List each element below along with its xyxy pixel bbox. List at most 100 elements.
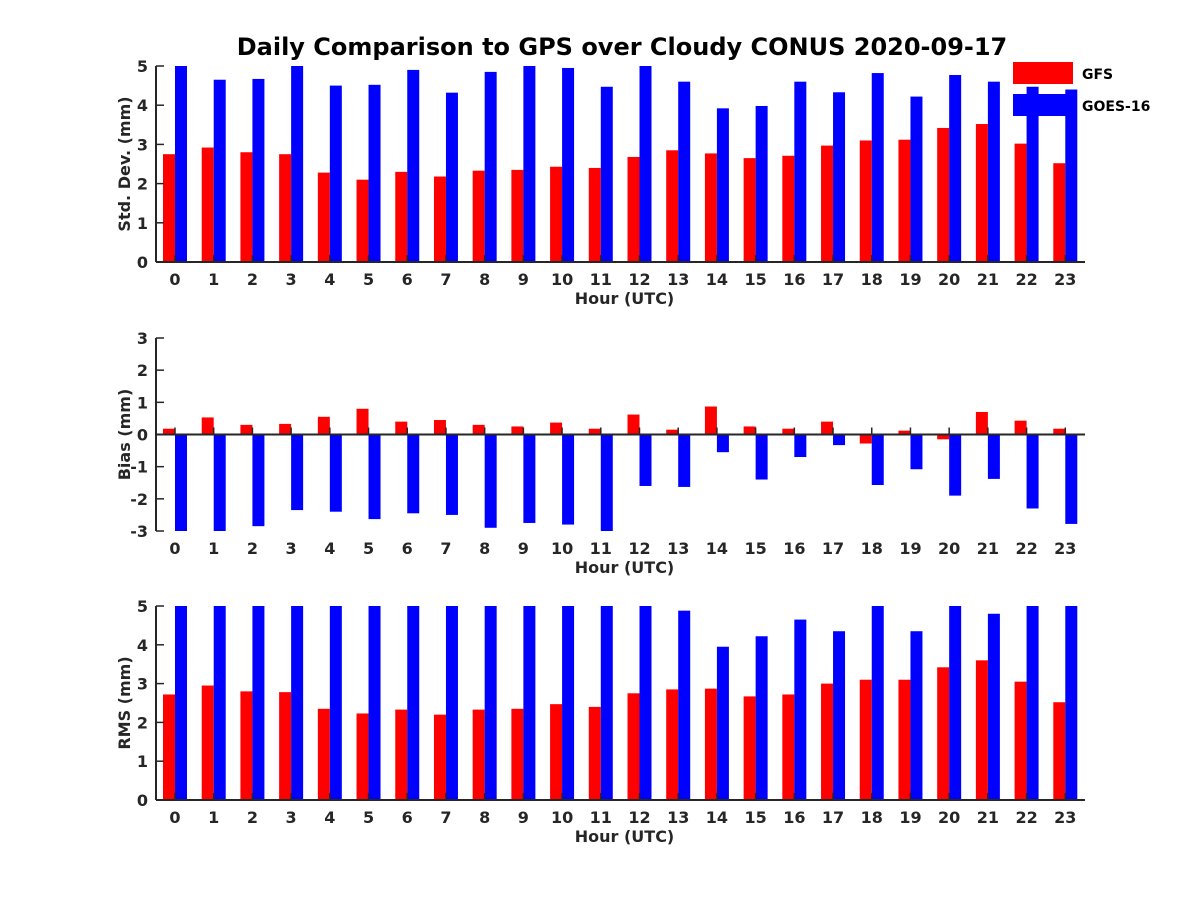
x-axis-label: Hour (UTC) [575,827,675,846]
bar-goes-16-11 [600,606,613,800]
bar-goes-16-16 [794,619,807,800]
bar-gfs-19 [898,139,911,262]
bar-gfs-2 [240,424,253,435]
bar-goes-16-16 [794,81,807,263]
x-tick-label: 18 [861,270,883,289]
bar-gfs-23 [1053,702,1066,800]
bar-gfs-17 [821,421,834,435]
x-tick-label: 15 [744,270,766,289]
bar-goes-16-23 [1065,434,1078,524]
y-tick-label: 0 [137,253,148,272]
bar-gfs-13 [666,150,679,262]
bar-gfs-22 [1014,143,1027,262]
bar-goes-16-12 [639,434,652,486]
x-tick-label: 1 [208,270,219,289]
legend-swatch-gfs [1013,62,1073,84]
x-tick-label: 22 [1015,270,1037,289]
bar-gfs-4 [317,708,330,800]
bar-goes-16-9 [523,606,536,800]
bar-gfs-10 [550,704,563,800]
bar-gfs-4 [317,172,330,262]
x-tick-label: 2 [247,808,258,827]
bar-goes-16-18 [871,73,884,262]
bar-gfs-13 [666,689,679,800]
x-tick-label: 12 [628,808,650,827]
bar-goes-16-7 [445,606,458,800]
x-tick-label: 14 [706,539,728,558]
x-tick-label: 10 [551,270,573,289]
bar-goes-16-7 [445,434,458,515]
bar-goes-16-13 [678,81,691,263]
x-tick-label: 13 [667,539,689,558]
bar-goes-16-22 [1026,86,1039,262]
bar-goes-16-17 [833,92,846,262]
bar-gfs-7 [433,714,446,800]
bar-goes-16-18 [871,606,884,800]
bar-goes-16-14 [716,646,729,800]
x-tick-label: 1 [208,808,219,827]
legend: GFS GOES-16 [1013,62,1150,116]
x-tick-label: 21 [977,539,999,558]
bar-gfs-12 [627,156,640,262]
bar-gfs-20 [937,667,950,800]
bar-goes-16-21 [987,81,1000,263]
x-tick-label: 3 [286,539,297,558]
bar-goes-16-10 [562,67,575,263]
bar-goes-16-8 [484,71,497,262]
bar-gfs-0 [163,428,175,435]
x-tick-label: 4 [324,270,335,289]
bar-gfs-8 [472,170,485,262]
x-tick-label: 3 [286,270,297,289]
bar-gfs-11 [588,167,601,262]
bar-goes-16-5 [368,434,381,520]
bar-gfs-10 [550,166,563,262]
bar-goes-16-12 [639,606,652,800]
y-tick-label: 1 [137,752,148,771]
bar-gfs-8 [472,709,485,800]
bar-gfs-20 [937,127,950,262]
bar-goes-16-6 [407,606,420,800]
bar-gfs-10 [550,422,563,435]
bar-gfs-18 [859,679,872,800]
bar-gfs-9 [511,708,524,800]
bar-goes-16-6 [407,434,420,514]
x-tick-label: 8 [479,808,490,827]
bar-goes-16-4 [329,606,342,800]
x-tick-label: 11 [590,270,612,289]
bar-gfs-15 [743,158,756,262]
x-tick-label: 20 [938,270,960,289]
x-tick-label: 10 [551,539,573,558]
bar-goes-16-16 [794,434,807,458]
bar-goes-16-1 [213,606,226,800]
bar-gfs-4 [317,416,330,435]
y-tick-label: 5 [137,57,148,76]
bar-goes-16-15 [755,434,768,480]
x-tick-label: 9 [518,539,529,558]
bar-goes-16-0 [175,66,187,262]
bar-gfs-3 [279,154,292,262]
bar-goes-16-22 [1026,434,1039,509]
chart-title: Daily Comparison to GPS over Cloudy CONU… [237,33,1008,61]
x-tick-label: 4 [324,539,335,558]
y-tick-label: -2 [130,490,148,509]
x-tick-label: 13 [667,808,689,827]
bar-gfs-5 [356,408,369,435]
y-tick-label: 5 [137,597,148,616]
x-tick-label: 7 [440,270,451,289]
bar-gfs-9 [511,426,524,435]
bar-goes-16-1 [213,79,226,262]
bar-gfs-22 [1014,681,1027,800]
x-tick-label: 14 [706,270,728,289]
bar-gfs-5 [356,713,369,800]
bar-goes-16-11 [600,434,613,531]
x-tick-label: 9 [518,808,529,827]
x-tick-label: 7 [440,808,451,827]
bar-goes-16-21 [987,613,1000,800]
y-tick-label: 1 [137,214,148,233]
x-tick-label: 15 [744,539,766,558]
x-tick-label: 9 [518,270,529,289]
x-tick-label: 23 [1054,539,1076,558]
x-tick-label: 16 [783,539,805,558]
